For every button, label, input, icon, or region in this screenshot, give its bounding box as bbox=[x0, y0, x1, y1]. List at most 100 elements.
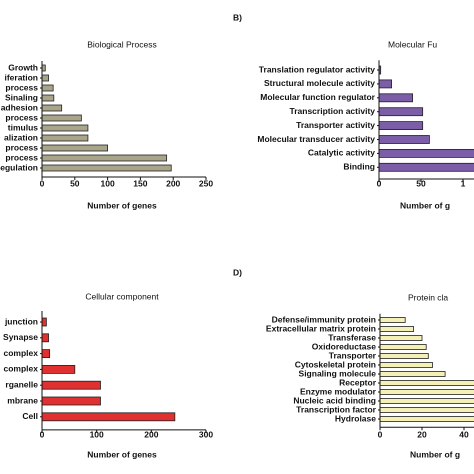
category-label: Cell bbox=[22, 411, 38, 421]
category-label: Transferase bbox=[328, 332, 376, 342]
bar bbox=[379, 371, 446, 377]
panel-label: D) bbox=[233, 267, 242, 277]
category-label: iferation bbox=[4, 72, 38, 82]
panel-label: B) bbox=[233, 12, 242, 22]
x-axis-label: Number of g bbox=[400, 200, 450, 210]
category-label: Defense/immunity protein bbox=[272, 314, 376, 324]
bar bbox=[379, 335, 423, 341]
bar bbox=[41, 364, 76, 374]
x-tick-label: 300 bbox=[199, 429, 213, 439]
category-label: Enzyme modulator bbox=[300, 386, 377, 396]
x-tick-label: 1 bbox=[461, 178, 466, 188]
bar bbox=[41, 412, 176, 422]
category-label: Transporter activity bbox=[296, 120, 375, 130]
bar bbox=[41, 164, 172, 172]
category-label: alization bbox=[4, 132, 38, 142]
category-label: Translation regulator activity bbox=[259, 64, 375, 74]
category-label: adhesion bbox=[1, 102, 38, 112]
bar bbox=[378, 135, 430, 144]
category-label: Growth bbox=[8, 62, 38, 72]
category-label: Transcription activity bbox=[290, 106, 376, 116]
category-label: process bbox=[5, 142, 38, 152]
bar bbox=[41, 317, 47, 327]
bar bbox=[379, 380, 474, 386]
x-tick-label: 150 bbox=[133, 178, 147, 188]
category-label: timulus bbox=[8, 122, 38, 132]
bar bbox=[379, 326, 414, 332]
x-tick-label: 0 bbox=[40, 429, 45, 439]
bar bbox=[378, 107, 424, 117]
bar bbox=[379, 344, 427, 350]
bar bbox=[378, 162, 474, 172]
category-label: Receptor bbox=[339, 377, 377, 387]
x-tick-label: 0 bbox=[377, 178, 382, 188]
category-label: Sinaling bbox=[5, 92, 38, 102]
x-axis-label: Number of genes bbox=[87, 449, 157, 459]
bar bbox=[41, 380, 101, 390]
category-label: Structural molecule activity bbox=[264, 78, 375, 88]
bar bbox=[41, 114, 82, 122]
bar bbox=[41, 124, 89, 132]
bar bbox=[41, 333, 49, 343]
category-label: Synapse bbox=[3, 332, 38, 342]
x-tick-label: 50 bbox=[70, 178, 80, 188]
category-label: Cytoskeletal protein bbox=[295, 359, 376, 369]
bar bbox=[41, 134, 89, 142]
x-tick-label: 250 bbox=[199, 178, 213, 188]
category-label: complex bbox=[4, 348, 39, 358]
x-axis-label: Number of g bbox=[410, 449, 460, 459]
bar bbox=[378, 79, 393, 89]
bar bbox=[41, 84, 54, 92]
category-label: Extracellular matrix protein bbox=[266, 323, 376, 333]
bar bbox=[379, 416, 474, 422]
x-tick-label: 200 bbox=[166, 178, 180, 188]
category-label: rganelle bbox=[5, 379, 38, 389]
category-label: mbrane bbox=[7, 395, 38, 405]
category-label: Transcription factor bbox=[296, 404, 377, 414]
bar bbox=[41, 154, 168, 162]
bar bbox=[379, 353, 429, 359]
bar bbox=[41, 104, 63, 112]
x-tick-label: 100 bbox=[90, 429, 104, 439]
category-label: Hydrolase bbox=[335, 413, 376, 423]
category-label: Binding bbox=[343, 162, 375, 172]
bar bbox=[378, 93, 413, 103]
chart-title: Molecular Fu bbox=[388, 39, 437, 49]
chart-title: Cellular component bbox=[85, 291, 159, 301]
bar bbox=[41, 94, 55, 102]
category-label: Molecular transducer activity bbox=[257, 134, 375, 144]
category-label: Transporter bbox=[329, 350, 377, 360]
chart-title: Biological Process bbox=[87, 39, 156, 49]
chart-title: Protein cla bbox=[408, 292, 448, 302]
bar bbox=[41, 144, 108, 152]
bar bbox=[41, 396, 101, 406]
bar bbox=[41, 349, 51, 359]
bar bbox=[379, 389, 474, 395]
x-tick-label: 100 bbox=[101, 178, 115, 188]
category-label: Nucleic acid binding bbox=[293, 395, 376, 405]
category-label: egulation bbox=[0, 162, 38, 172]
bar bbox=[379, 407, 474, 413]
category-label: process bbox=[5, 112, 38, 122]
category-label: process bbox=[5, 152, 38, 162]
x-axis-label: Number of genes bbox=[87, 200, 157, 210]
x-tick-label: 50 bbox=[416, 178, 426, 188]
x-tick-label: 200 bbox=[144, 429, 158, 439]
category-label: process bbox=[5, 82, 38, 92]
category-label: junction bbox=[4, 316, 38, 326]
category-label: Molecular function regulator bbox=[260, 92, 375, 102]
bar bbox=[379, 317, 406, 323]
bar bbox=[379, 398, 474, 404]
category-label: complex bbox=[4, 364, 39, 374]
bar bbox=[378, 121, 424, 130]
x-tick-label: 0 bbox=[40, 178, 45, 188]
x-tick-label: 0 bbox=[378, 429, 383, 439]
bar bbox=[378, 148, 474, 158]
bar bbox=[41, 74, 49, 82]
x-tick-label: 40 bbox=[459, 429, 469, 439]
x-tick-label: 20 bbox=[417, 429, 427, 439]
category-label: Oxidoreductase bbox=[312, 341, 377, 351]
category-label: Signaling molecule bbox=[299, 368, 377, 378]
bar bbox=[379, 362, 433, 368]
